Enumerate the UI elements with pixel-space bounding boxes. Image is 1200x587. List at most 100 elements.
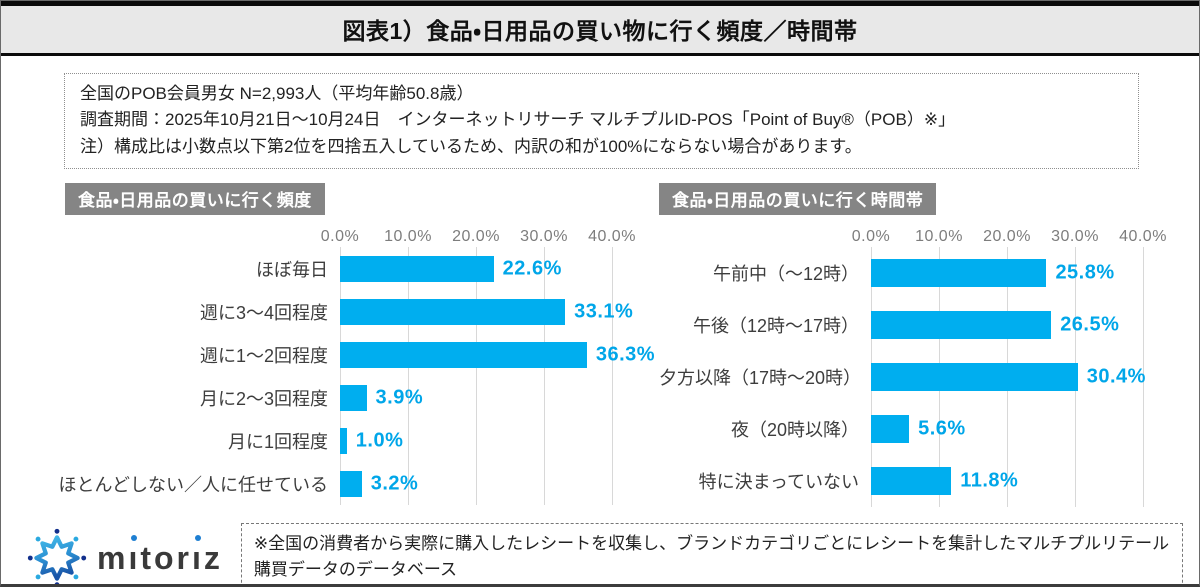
axis-tick-label: 40.0% [1119, 228, 1167, 246]
chart-row: 週に3～4回程度 33.1% [35, 290, 635, 334]
x-axis: 0.0% 10.0% 20.0% 30.0% 40.0% [659, 223, 1191, 247]
bar [340, 298, 566, 325]
time-chart-header: 食品・日用品の買いに行く時間帯 [659, 183, 937, 216]
gridline [1075, 247, 1076, 300]
time-chart: 食品・日用品の買いに行く時間帯 0.0% 10.0% 20.0% 30.0% 40.0%… [659, 183, 1191, 508]
gridline [939, 403, 940, 456]
chart-row: ほとんどしない／人に任せている 3.2% [35, 462, 635, 506]
chart-row: 月に1回程度 1.0% [35, 419, 635, 463]
axis-tick-label: 0.0% [320, 228, 360, 246]
bar-track: 5.6% [871, 403, 1191, 456]
bar-track: 30.4% [871, 351, 1191, 404]
bar [871, 363, 1078, 392]
chart-row: 月に2～3回程度 3.9% [35, 376, 635, 420]
chart-row: ほぼ毎日 22.6% [35, 247, 635, 291]
bar-track: 26.5% [871, 299, 1191, 352]
frequency-chart-plot: 0.0% 10.0% 20.0% 30.0% 40.0% ほぼ毎日 22.6% 週に3～4回程… [35, 223, 655, 506]
gridline [1075, 455, 1076, 508]
gridline [1143, 247, 1144, 300]
value-label: 36.3% [595, 343, 656, 366]
category-label: 特に決まっていない [698, 472, 859, 493]
category-label: ほぼ毎日 [256, 259, 328, 280]
chart-row: 夜（20時以降） 5.6% [659, 403, 1191, 456]
gridline [408, 376, 409, 420]
bar-track: 3.2% [340, 462, 635, 506]
survey-info-line-1: 全国のPOB会員男女 N=2,993人（平均年齢50.8歳） [80, 84, 474, 103]
gridline [1075, 403, 1076, 456]
gridline [612, 333, 613, 377]
chart-row: 午後（12時～17時） 26.5% [659, 299, 1191, 352]
gridline [408, 462, 409, 506]
bar [871, 259, 1047, 288]
bar-track: 25.8% [871, 247, 1191, 300]
bar-track: 33.1% [340, 290, 635, 334]
bar [871, 415, 910, 444]
category-label: 週に1～2回程度 [199, 345, 328, 366]
axis-tick-label: 40.0% [588, 228, 636, 246]
gridline [476, 376, 477, 420]
gridline [544, 247, 545, 291]
category-label: 夕方以降（17時～20時） [659, 368, 862, 389]
gridline [1143, 455, 1144, 508]
category-label: 午前中（～12時） [712, 264, 859, 285]
chart-row: 夕方以降（17時～20時） 30.4% [659, 351, 1191, 404]
bar-track: 36.3% [340, 333, 655, 377]
mitoriz-wordmark: mıtorız [97, 539, 223, 576]
bar [871, 311, 1052, 340]
category-label: 週に3～4回程度 [199, 302, 328, 323]
bar [871, 467, 952, 496]
value-label: 3.2% [370, 472, 419, 495]
gridline [1007, 403, 1008, 456]
gridline [544, 419, 545, 463]
value-label: 33.1% [574, 300, 634, 323]
frequency-chart-header: 食品・日用品の買いに行く頻度 [65, 183, 325, 216]
gridline [1143, 403, 1144, 456]
gridline [1143, 299, 1144, 352]
chart-row: 特に決まっていない 11.8% [659, 455, 1191, 508]
mitoriz-star-icon [27, 528, 87, 584]
figure-title: 図表1）食品・日用品の買い物に行く頻度／時間帯 [1, 1, 1199, 56]
axis-tick-label: 20.0% [983, 228, 1031, 246]
axis-tick-label: 30.0% [520, 228, 568, 246]
charts-area: 食品・日用品の買いに行く頻度 0.0% 10.0% 20.0% 30.0% 40.0% ほ… [1, 183, 1199, 508]
gridline [544, 376, 545, 420]
gridline [612, 419, 613, 463]
bar [340, 341, 587, 368]
gridline [1007, 455, 1008, 508]
category-label: 月に2～3回程度 [199, 388, 328, 409]
frequency-chart: 食品・日用品の買いに行く頻度 0.0% 10.0% 20.0% 30.0% 40.0% ほ… [35, 183, 655, 507]
bar-track: 22.6% [340, 247, 635, 291]
bar [340, 384, 367, 411]
axis-tick-label: 20.0% [452, 228, 500, 246]
gridline [408, 419, 409, 463]
gridline [612, 376, 613, 420]
category-label: 月に1回程度 [227, 431, 328, 452]
time-chart-plot: 0.0% 10.0% 20.0% 30.0% 40.0% 午前中（～12時） 25.8% 午後… [659, 223, 1191, 508]
gridline [476, 419, 477, 463]
chart-row: 週に1～2回程度 36.3% [35, 333, 655, 377]
gridline [476, 462, 477, 506]
axis-tick-label: 30.0% [1051, 228, 1099, 246]
category-label: 午後（12時～17時） [692, 316, 859, 337]
axis-tick-label: 0.0% [851, 228, 891, 246]
bar [340, 470, 362, 497]
bar [340, 255, 494, 282]
bar [340, 427, 347, 454]
survey-info-line-3: 注）構成比は小数点以下第2位を四捨五入しているため、内訳の和が100%にならない… [80, 136, 862, 156]
category-label: ほとんどしない／人に任せている [58, 474, 328, 495]
value-label: 25.8% [1055, 261, 1115, 284]
chart-row: 午前中（～12時） 25.8% [659, 247, 1191, 300]
value-label: 22.6% [502, 257, 562, 280]
axis-tick-label: 10.0% [384, 228, 432, 246]
value-label: 11.8% [960, 469, 1019, 492]
category-label: 夜（20時以降） [730, 420, 859, 441]
bar-track: 1.0% [340, 419, 635, 463]
bar-track: 3.9% [340, 376, 635, 420]
gridline [612, 290, 613, 334]
database-note: ※全国の消費者から実際に購入したレシートを収集し、ブランドカテゴリごとにレシート… [240, 523, 1183, 584]
gridline [1075, 299, 1076, 352]
footer: mıtorız ※全国の消費者から実際に購入したレシートを収集し、ブランドカテゴ… [1, 523, 1199, 584]
value-label: 30.4% [1086, 365, 1146, 388]
gridline [544, 462, 545, 506]
